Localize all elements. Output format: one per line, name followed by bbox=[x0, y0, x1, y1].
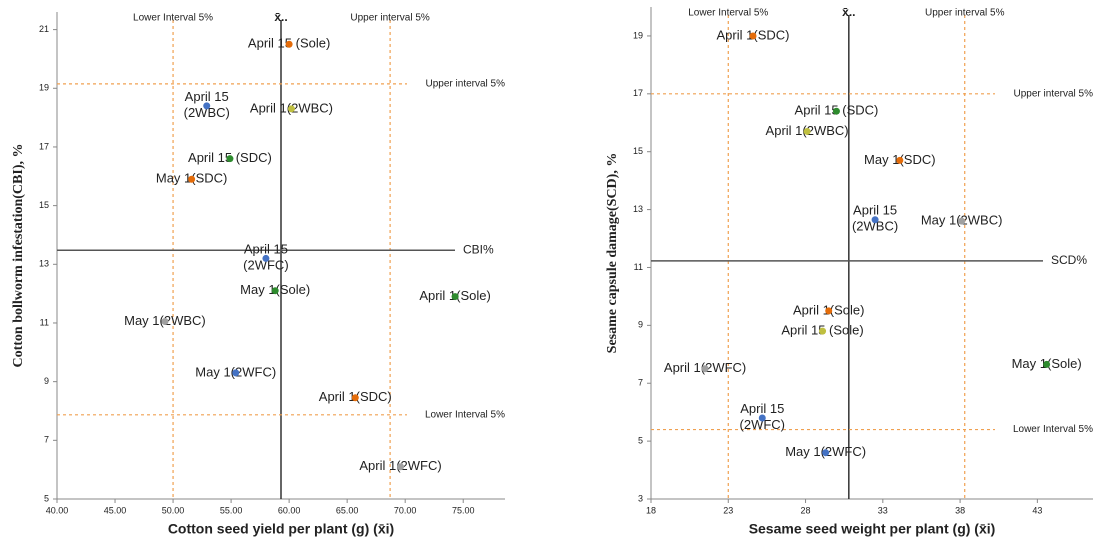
y-tick-label: 21 bbox=[39, 24, 49, 34]
point bbox=[226, 155, 234, 163]
y-tick-label: 7 bbox=[44, 435, 49, 445]
point bbox=[825, 307, 833, 315]
y-tick-label: 11 bbox=[40, 317, 49, 327]
y-tick-label: 19 bbox=[633, 30, 643, 40]
label-bg bbox=[995, 87, 1093, 100]
x-tick-label: 65.00 bbox=[336, 505, 359, 515]
reference-label: Upper interval 5% bbox=[1014, 88, 1094, 99]
x-tick-label: 75.00 bbox=[452, 505, 475, 515]
point bbox=[285, 40, 293, 48]
reference-label: Upper interval 5% bbox=[426, 79, 506, 90]
x-tick-label: 18 bbox=[646, 505, 656, 515]
point bbox=[701, 365, 709, 373]
point bbox=[161, 318, 169, 326]
y-tick-label: 15 bbox=[39, 200, 49, 210]
y-tick-label: 17 bbox=[39, 141, 49, 151]
point bbox=[871, 216, 879, 224]
reference-label: Lower Interval 5% bbox=[1013, 424, 1093, 435]
x-tick-label: 43 bbox=[1032, 505, 1042, 515]
point bbox=[188, 175, 196, 183]
point-label: April 15 (2WBC) bbox=[852, 203, 898, 234]
y-tick-label: 17 bbox=[633, 88, 643, 98]
y-tick-label: 9 bbox=[638, 320, 643, 330]
reference-label: CBI% bbox=[463, 242, 494, 256]
y-tick-label: 5 bbox=[44, 493, 49, 503]
reference-label: Upper interval 5% bbox=[350, 13, 430, 24]
point bbox=[397, 463, 405, 471]
x-tick-label: 23 bbox=[723, 505, 733, 515]
label-bg bbox=[407, 408, 505, 421]
x-axis-title: Cotton seed yield per plant (g) (x̄i) bbox=[168, 521, 394, 537]
label-bg bbox=[995, 423, 1093, 436]
y-tick-label: 19 bbox=[39, 83, 49, 93]
reference-label: SCD% bbox=[1051, 253, 1087, 267]
point bbox=[958, 217, 966, 225]
point bbox=[271, 287, 279, 295]
y-tick-label: 7 bbox=[638, 378, 643, 388]
y-tick-label: 13 bbox=[633, 204, 643, 214]
point-label: April 15 (2WFC) bbox=[243, 242, 289, 273]
point bbox=[749, 32, 757, 40]
y-tick-label: 5 bbox=[638, 435, 643, 445]
point bbox=[758, 414, 766, 422]
point bbox=[203, 102, 211, 110]
y-tick-label: 3 bbox=[638, 493, 643, 503]
y-tick-label: 11 bbox=[634, 262, 643, 272]
x-tick-label: 50.00 bbox=[162, 505, 185, 515]
point-label: April 15 (2WFC) bbox=[740, 401, 786, 432]
reference-label: Lower Interval 5% bbox=[425, 409, 505, 420]
reference-label: x̄.. bbox=[842, 5, 855, 19]
x-tick-label: 45.00 bbox=[104, 505, 127, 515]
point bbox=[232, 369, 240, 377]
point bbox=[262, 254, 270, 262]
x-tick-label: 33 bbox=[878, 505, 888, 515]
reference-label: x̄.. bbox=[274, 10, 287, 24]
point bbox=[1043, 360, 1051, 368]
y-tick-label: 9 bbox=[44, 376, 49, 386]
point-label: April 15 (2WBC) bbox=[184, 89, 230, 120]
y-axis-title: Cotton bollworm infestation(CBI), % bbox=[11, 144, 26, 368]
y-tick-label: 15 bbox=[633, 146, 643, 156]
x-tick-label: 60.00 bbox=[278, 505, 301, 515]
reference-label: Upper interval 5% bbox=[925, 8, 1005, 19]
reference-label: Lower Interval 5% bbox=[133, 13, 213, 24]
point bbox=[896, 156, 904, 164]
x-tick-label: 38 bbox=[955, 505, 965, 515]
y-tick-label: 13 bbox=[39, 259, 49, 269]
reference-label: Lower Interval 5% bbox=[688, 8, 768, 19]
point bbox=[451, 293, 459, 301]
point bbox=[351, 394, 359, 402]
x-axis-title: Sesame seed weight per plant (g) (x̄i) bbox=[749, 521, 996, 537]
x-tick-label: 55.00 bbox=[220, 505, 243, 515]
label-bg bbox=[407, 77, 505, 90]
x-tick-label: 40.00 bbox=[46, 505, 69, 515]
point bbox=[803, 127, 811, 135]
y-axis-title: Sesame capsule damage(SCD), % bbox=[605, 153, 620, 354]
point bbox=[287, 105, 295, 113]
point bbox=[819, 327, 827, 335]
point bbox=[822, 449, 830, 457]
x-tick-label: 28 bbox=[801, 505, 811, 515]
point bbox=[832, 107, 840, 115]
x-tick-label: 70.00 bbox=[394, 505, 417, 515]
